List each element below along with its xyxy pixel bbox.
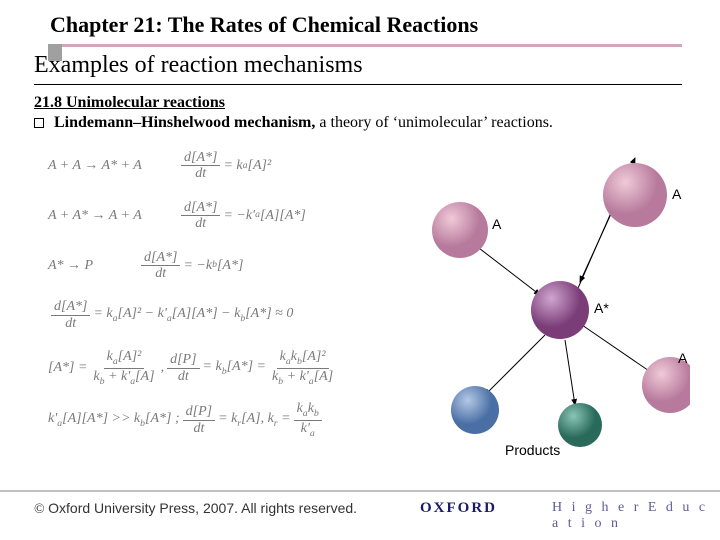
eq1-reaction: A + A → A* + A	[48, 158, 178, 173]
subtitle-rule	[34, 84, 682, 85]
label-a-topright: A	[672, 186, 681, 202]
equation-5: [A*] = ka[A]²kb + k'a[A] , d[P]dt = kb[A…	[48, 349, 339, 387]
higher-education-text: H i g h e r E d u c a t i o n	[552, 500, 720, 532]
sphere-product-blue	[451, 386, 499, 434]
label-a-right: A	[678, 350, 687, 366]
footer-rule	[0, 490, 720, 492]
mechanism-rest: a theory of ‘unimolecular’ reactions.	[315, 114, 553, 131]
equation-1: A + A → A* + A d[A*]dt = ka[A]²	[48, 150, 339, 182]
eq5-mid: = kb[A*] =	[203, 359, 266, 378]
mechanism-bold: Lindemann–Hinshelwood mechanism,	[54, 114, 315, 131]
eq5-lhs: [A*] =	[48, 360, 87, 375]
mechanism-line: Lindemann–Hinshelwood mechanism, a theor…	[34, 114, 553, 132]
equation-6: k'a[A][A*] >> kb[A*] ; d[P]dt = kr[A], k…	[48, 401, 339, 439]
eq2-eq: = −k'	[223, 208, 255, 223]
eq4-rhs: = ka[A]² − k'a[A][A*] − kb[A*] ≈ 0	[93, 306, 293, 325]
eq2-reaction: A + A* → A + A	[48, 208, 178, 223]
title-rule	[48, 44, 682, 47]
eq5-comma: ,	[161, 360, 165, 375]
equation-2: A + A* → A + A d[A*]dt = −k'a[A][A*]	[48, 200, 339, 232]
eq3-frac: d[A*]dt	[141, 250, 180, 282]
eq5-frac3: kakb[A]²kb + k'a[A]	[269, 349, 336, 387]
eq6-mid: = kr[A], kr =	[218, 411, 290, 430]
sphere-product-teal	[558, 403, 602, 447]
eq1-frac: d[A*]dt	[181, 150, 220, 182]
eq6-frac1: d[P]dt	[183, 404, 215, 436]
chapter-title: Chapter 21: The Rates of Chemical Reacti…	[50, 12, 478, 38]
eq6-lhs: k'a[A][A*] >> kb[A*] ;	[48, 411, 180, 430]
label-products: Products	[505, 442, 560, 458]
sphere-a-topright	[603, 163, 667, 227]
equation-4: d[A*]dt = ka[A]² − k'a[A][A*] − kb[A*] ≈…	[48, 299, 339, 331]
copyright: © Oxford University Press, 2007. All rig…	[34, 500, 357, 518]
bullet-icon	[34, 118, 44, 128]
eq3-reaction: A* → P	[48, 258, 138, 273]
eq6-frac2: kakbk'a	[294, 401, 322, 439]
eq1-end: [A]²	[248, 158, 272, 173]
diagram-arrows	[410, 150, 690, 460]
label-a-left: A	[492, 216, 501, 232]
sphere-a-star	[531, 281, 589, 339]
reaction-diagram: A A A* A Products	[410, 150, 690, 460]
label-a-star: A*	[594, 300, 609, 316]
eq3-end: [A*]	[217, 258, 243, 273]
oxford-logo: OXFORD	[420, 500, 497, 517]
eq3-eq: = −k	[183, 258, 212, 273]
eq5-frac1: ka[A]²kb + k'a[A]	[90, 349, 157, 387]
sphere-a-left	[432, 202, 488, 258]
subtitle: Examples of reaction mechanisms	[34, 52, 363, 79]
section-number: 21.8 Unimolecular reactions	[34, 94, 225, 112]
equations-block: A + A → A* + A d[A*]dt = ka[A]² A + A* →…	[48, 150, 339, 453]
eq2-end: [A][A*]	[260, 208, 306, 223]
eq2-frac: d[A*]dt	[181, 200, 220, 232]
equation-3: A* → P d[A*]dt = −kb[A*]	[48, 250, 339, 282]
eq5-frac2: d[P]dt	[167, 352, 199, 384]
eq4-frac: d[A*]dt	[51, 299, 90, 331]
eq1-eq: = k	[223, 158, 242, 173]
